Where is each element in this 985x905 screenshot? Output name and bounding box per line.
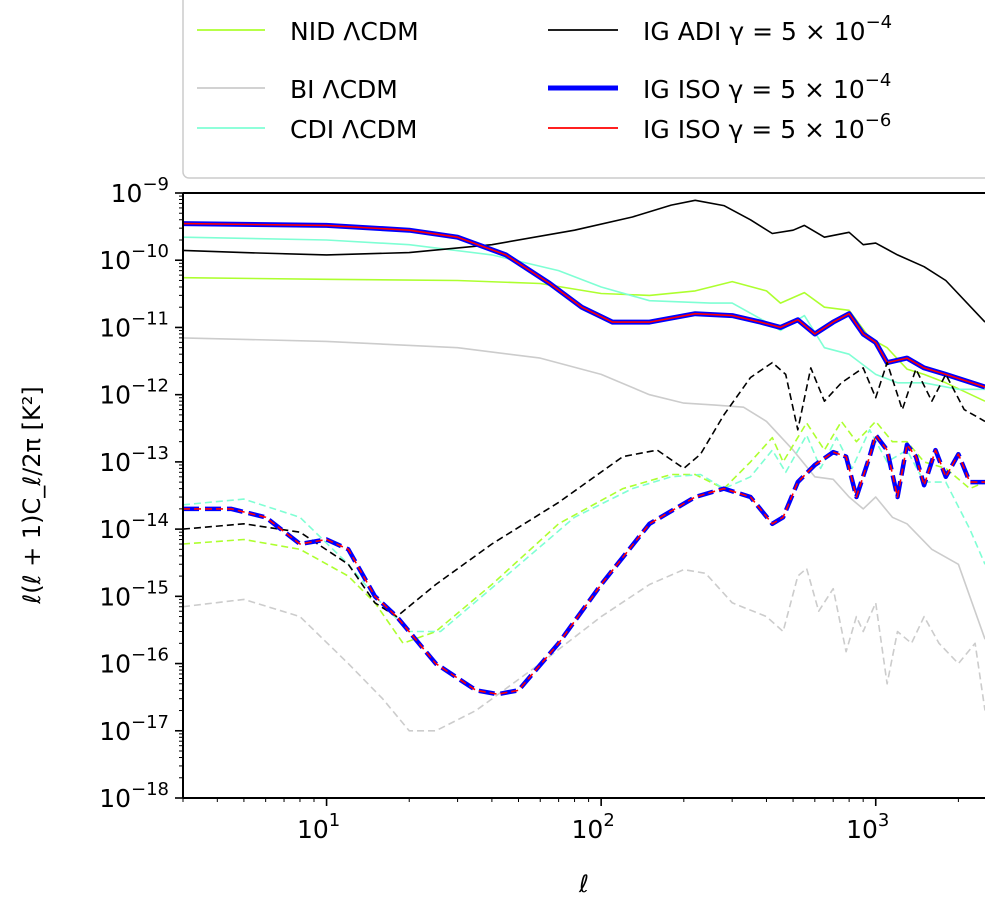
- y-tick-label-4: 10−13: [99, 443, 169, 477]
- series-line-8: [183, 567, 985, 732]
- y-tick-label-2: 10−11: [99, 308, 169, 342]
- series-line-2: [183, 337, 985, 640]
- y-tick-label-0: 10−9: [111, 174, 169, 208]
- y-tick-label-3: 10−12: [99, 376, 169, 410]
- legend: NID ΛCDM BI ΛCDM CDI ΛCDM IG ADI γ = 5 × 10…: [182, 0, 985, 179]
- series-line-3: [183, 236, 985, 391]
- x-tick-label-1: 102: [572, 810, 615, 844]
- series-line-4: [183, 199, 985, 323]
- y-tick-label-1: 10−10: [99, 241, 169, 275]
- y-tick-label-8: 10−17: [99, 712, 169, 746]
- series-line-9: [183, 429, 985, 633]
- legend-label-0-0: NID ΛCDM: [290, 17, 419, 46]
- series-line-6: [183, 222, 985, 388]
- x-tick-label-0: 101: [297, 810, 340, 844]
- series-line-7: [183, 420, 985, 645]
- y-tick-label-9: 10−18: [99, 779, 169, 813]
- series-line-12: [183, 434, 985, 695]
- series-line-5: [183, 221, 985, 390]
- y-tick-label-7: 10−16: [99, 645, 169, 679]
- plot-area: 10−9 10−10 10−11 10−12 10−13 10−14 10−15 10−16 1…: [99, 174, 985, 844]
- legend-label-1-2: IG ISO γ = 5 × 10−6: [643, 110, 891, 144]
- x-axis-label: ℓ: [578, 870, 589, 898]
- legend-label-0-2: CDI ΛCDM: [290, 115, 417, 144]
- legend-label-0-1: BI ΛCDM: [290, 75, 398, 104]
- y-tick-label-6: 10−15: [99, 577, 169, 611]
- legend-label-1-0: IG ADI γ = 5 × 10−4: [643, 12, 892, 46]
- legend-label-1-1: IG ISO γ = 5 × 10−4: [643, 70, 891, 104]
- series-line-10: [183, 361, 985, 618]
- series-line-1: [183, 276, 985, 402]
- x-tick-label-2: 103: [846, 810, 889, 844]
- y-tick-label-5: 10−14: [99, 510, 169, 544]
- y-axis-label: ℓ(ℓ + 1)C_ℓ/2π [K²]: [18, 386, 46, 604]
